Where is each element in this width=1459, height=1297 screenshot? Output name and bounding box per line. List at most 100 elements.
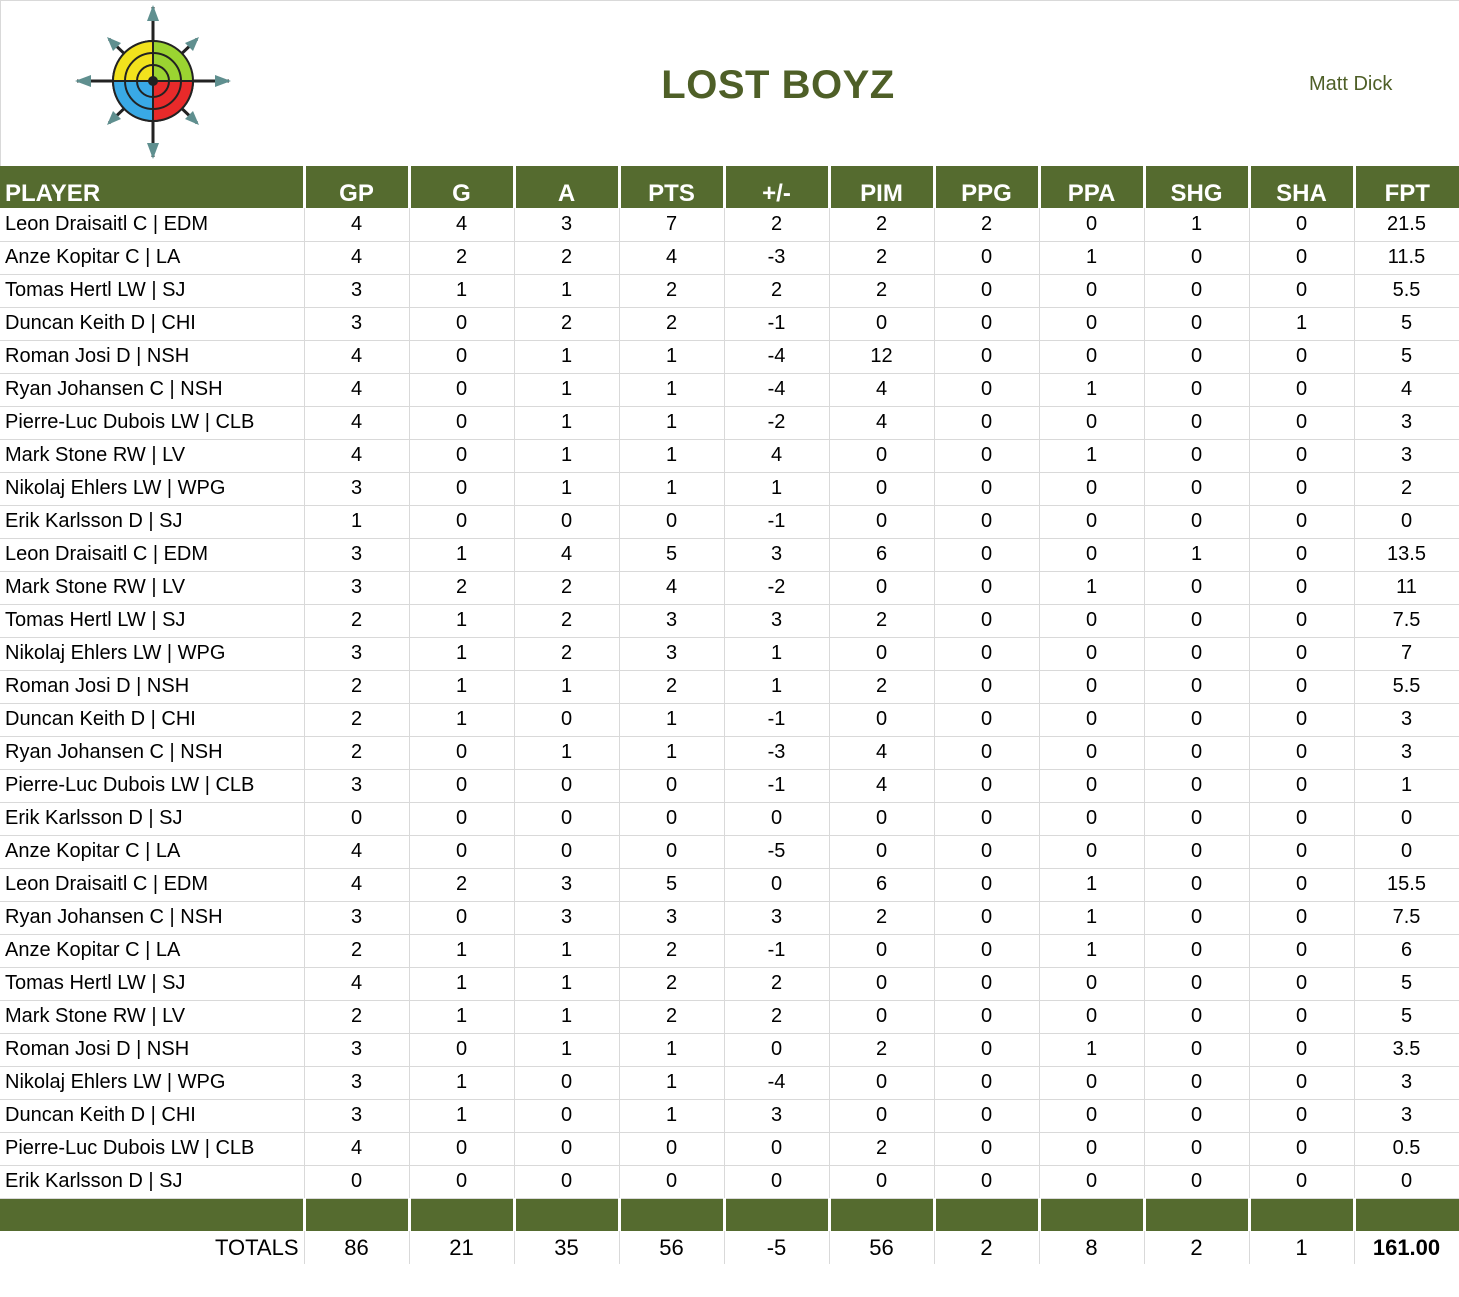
table-row: Pierre-Luc Dubois LW | CLB 4 0 0 0 0 2 0 0 0 0 0.5 <box>0 1132 1459 1166</box>
player-name-cell: Erik Karlsson D | SJ <box>0 505 305 539</box>
table-row: Duncan Keith D | CHI 2 1 0 1 -1 0 0 0 0 0 3 <box>0 703 1459 737</box>
separator-cell <box>619 1198 726 1231</box>
stat-cell: 3 <box>724 901 830 935</box>
table-row: Ryan Johansen C | NSH 4 0 1 1 -4 4 0 1 0 0 4 <box>0 373 1459 407</box>
stat-cell: 0 <box>1249 802 1355 836</box>
stat-cell: 0 <box>1039 472 1145 506</box>
stat-cell: -4 <box>724 373 830 407</box>
stat-cell: 1 <box>1039 934 1145 968</box>
stat-cell: 0 <box>1144 1066 1250 1100</box>
stat-cell: 0 <box>1144 472 1250 506</box>
stat-cell: 0 <box>1249 241 1355 275</box>
separator-cell <box>1249 1198 1356 1231</box>
stat-cell: 0 <box>1249 637 1355 671</box>
stat-cell: 2 <box>829 901 935 935</box>
stat-cell: 5 <box>619 868 725 902</box>
table-row: Anze Kopitar C | LA 4 2 2 4 -3 2 0 1 0 0 11.5 <box>0 241 1459 275</box>
stat-cell: 1 <box>724 670 830 704</box>
stat-cell: 0 <box>1039 505 1145 539</box>
stat-cell: 0 <box>1144 373 1250 407</box>
page-header: LOST BOYZ Matt Dick <box>0 0 1459 166</box>
table-row: Mark Stone RW | LV 3 2 2 4 -2 0 0 1 0 0 11 <box>0 571 1459 605</box>
table-row: Anze Kopitar C | LA 2 1 1 2 -1 0 0 1 0 0 6 <box>0 934 1459 968</box>
stat-cell: 0 <box>1144 868 1250 902</box>
table-row: Roman Josi D | NSH 2 1 1 2 1 2 0 0 0 0 5.5 <box>0 670 1459 704</box>
stat-cell: 0 <box>1144 1165 1250 1199</box>
player-name-cell: Tomas Hertl LW | SJ <box>0 604 305 638</box>
stat-cell: 0 <box>724 1132 830 1166</box>
stat-cell: 0 <box>1249 406 1355 440</box>
stat-cell: 0 <box>1144 406 1250 440</box>
stat-cell: 3 <box>514 208 620 242</box>
stat-cell: 3 <box>1354 439 1459 473</box>
table-row: Anze Kopitar C | LA 4 0 0 0 -5 0 0 0 0 0 0 <box>0 835 1459 869</box>
stat-cell: 1 <box>619 703 725 737</box>
stat-cell: 3 <box>724 604 830 638</box>
column-header-sha: SHA <box>1249 166 1356 208</box>
stat-cell: 4 <box>304 868 410 902</box>
stat-cell: 5 <box>1354 1000 1459 1034</box>
stat-cell: 0 <box>1039 1066 1145 1100</box>
stat-cell: 2 <box>409 868 515 902</box>
stat-cell: 0 <box>409 340 515 374</box>
stat-cell: 0 <box>829 1099 935 1133</box>
table-row: Pierre-Luc Dubois LW | CLB 4 0 1 1 -2 4 0 0 0 0 3 <box>0 406 1459 440</box>
stat-cell: 0 <box>1144 307 1250 341</box>
stat-cell: 0 <box>1249 208 1355 242</box>
stat-cell: 1 <box>409 274 515 308</box>
table-row: Leon Draisaitl C | EDM 4 2 3 5 0 6 0 1 0 0 15.5 <box>0 868 1459 902</box>
player-name-cell: Anze Kopitar C | LA <box>0 241 305 275</box>
stat-cell: 0 <box>934 703 1040 737</box>
stat-cell: 0 <box>1354 505 1459 539</box>
player-name-cell: Roman Josi D | NSH <box>0 670 305 704</box>
stat-cell: 1 <box>619 1033 725 1067</box>
stat-cell: 0 <box>409 736 515 770</box>
stat-cell: 4 <box>829 373 935 407</box>
stat-cell: 2 <box>304 604 410 638</box>
stat-cell: 0 <box>514 505 620 539</box>
stat-cell: 11 <box>1354 571 1459 605</box>
table-row: Roman Josi D | NSH 4 0 1 1 -4 12 0 0 0 0 5 <box>0 340 1459 374</box>
stat-cell: 15.5 <box>1354 868 1459 902</box>
stat-cell: 1 <box>409 934 515 968</box>
player-name-cell: Leon Draisaitl C | EDM <box>0 208 305 242</box>
player-name-cell: Roman Josi D | NSH <box>0 340 305 374</box>
stat-cell: 0 <box>1039 274 1145 308</box>
stat-cell: -2 <box>724 571 830 605</box>
stat-cell: 0 <box>1039 1000 1145 1034</box>
stat-cell: 5.5 <box>1354 274 1459 308</box>
stat-cell: 0 <box>409 835 515 869</box>
stat-cell: 1 <box>514 736 620 770</box>
table-row: Leon Draisaitl C | EDM 3 1 4 5 3 6 0 0 1 0 13.5 <box>0 538 1459 572</box>
stat-cell: 4 <box>304 340 410 374</box>
stat-cell: -5 <box>724 835 830 869</box>
stat-cell: 1 <box>1039 1033 1145 1067</box>
stat-cell: -3 <box>724 241 830 275</box>
stat-cell: 3 <box>724 1099 830 1133</box>
stat-cell: 1 <box>409 1066 515 1100</box>
column-header-ppg: PPG <box>934 166 1041 208</box>
stat-cell: 4 <box>514 538 620 572</box>
stat-cell: 1 <box>1249 307 1355 341</box>
stat-cell: 4 <box>304 406 410 440</box>
stat-cell: 0 <box>1039 736 1145 770</box>
total-cell: 56 <box>829 1231 935 1264</box>
table-row: Leon Draisaitl C | EDM 4 4 3 7 2 2 2 0 1 0 21.5 <box>0 208 1459 242</box>
stat-cell: 0 <box>934 901 1040 935</box>
stat-cell: 0 <box>1144 571 1250 605</box>
stat-cell: 0 <box>1039 670 1145 704</box>
stat-cell: 2 <box>724 208 830 242</box>
stat-cell: -1 <box>724 307 830 341</box>
separator-cell <box>934 1198 1041 1231</box>
stat-cell: 3 <box>304 274 410 308</box>
stat-cell: 0 <box>1144 637 1250 671</box>
stat-cell: 1 <box>619 472 725 506</box>
stat-cell: 2 <box>304 670 410 704</box>
player-name-cell: Erik Karlsson D | SJ <box>0 1165 305 1199</box>
table-row: Nikolaj Ehlers LW | WPG 3 0 1 1 1 0 0 0 0 0 2 <box>0 472 1459 506</box>
player-name-cell: Ryan Johansen C | NSH <box>0 736 305 770</box>
stat-cell: 0 <box>934 1132 1040 1166</box>
stat-cell: 0 <box>1249 736 1355 770</box>
stat-cell: 6 <box>829 868 935 902</box>
stat-cell: 1 <box>514 934 620 968</box>
